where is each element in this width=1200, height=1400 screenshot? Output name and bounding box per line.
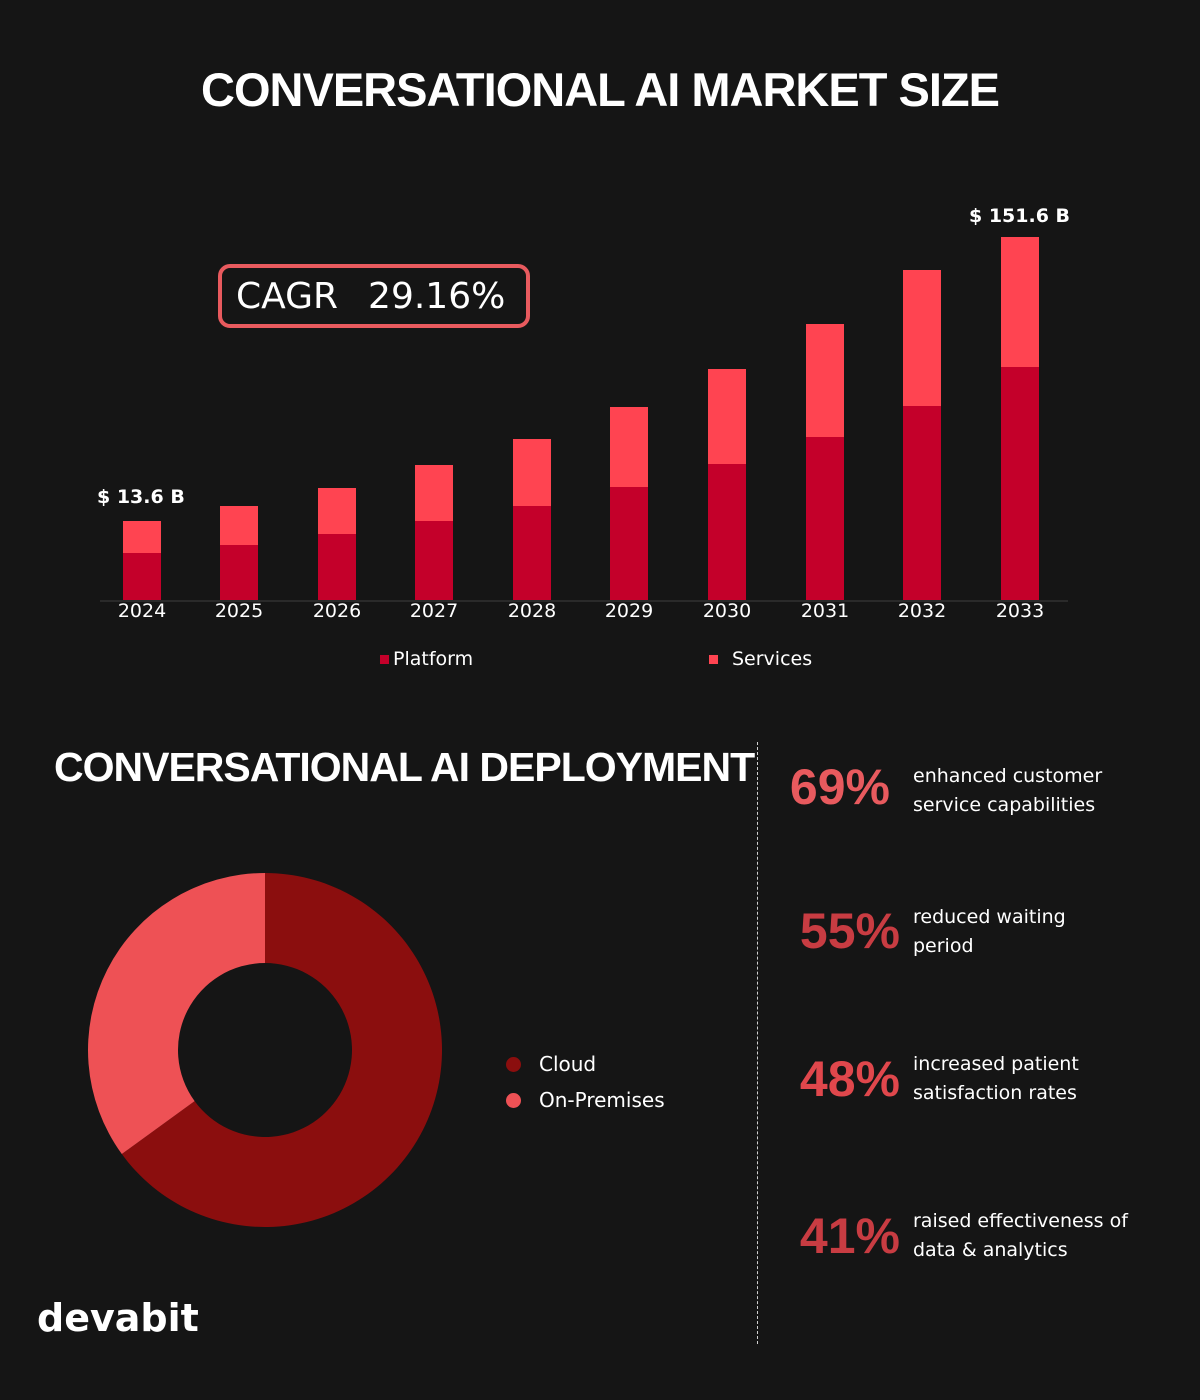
stat-line: reduced waiting xyxy=(913,906,1066,928)
services-segment xyxy=(318,488,356,534)
legend-cloud: Cloud xyxy=(506,1052,596,1076)
x-tick-label: 2029 xyxy=(604,600,654,622)
stat-value: 55% xyxy=(799,903,900,959)
legend-platform: Platform xyxy=(380,648,473,670)
market-size-title: CONVERSATIONAL AI MARKET SIZE xyxy=(201,63,1000,116)
x-tick-label: 2027 xyxy=(409,600,459,622)
services-segment xyxy=(220,506,258,545)
services-segment xyxy=(708,369,746,464)
section-divider xyxy=(757,742,758,1344)
x-tick-label: 2033 xyxy=(995,600,1045,622)
stat-line: increased patient xyxy=(913,1053,1079,1075)
legend-platform-label: Platform xyxy=(393,648,474,670)
platform-segment xyxy=(610,487,648,600)
legend-cloud-label: Cloud xyxy=(539,1052,597,1076)
x-tick-label: 2032 xyxy=(897,600,947,622)
cagr-badge: CAGR 29.16% xyxy=(218,264,530,328)
platform-segment xyxy=(220,545,258,600)
donut-slice-on-premises xyxy=(88,873,265,1155)
services-segment xyxy=(806,324,844,437)
cagr-label: CAGR xyxy=(236,275,339,317)
bar-2032 xyxy=(903,270,941,600)
stat-description: raised effectiveness of data & analytics xyxy=(913,1207,1173,1265)
bar-2026 xyxy=(318,488,356,600)
platform-segment xyxy=(513,506,551,600)
x-tick-label: 2026 xyxy=(312,600,362,622)
x-tick-label: 2024 xyxy=(117,600,167,622)
bar-2027 xyxy=(415,465,453,600)
stat-line: enhanced customer xyxy=(913,765,1103,787)
stat-value: 41% xyxy=(799,1208,900,1264)
donut-slice-cloud xyxy=(121,873,442,1227)
platform-segment xyxy=(1001,367,1039,600)
stat-line: raised effectiveness of xyxy=(913,1210,1128,1232)
x-tick-label: 2031 xyxy=(800,600,850,622)
bar-2028 xyxy=(513,439,551,600)
services-segment xyxy=(123,521,161,553)
platform-segment xyxy=(318,534,356,600)
cagr-value: 29.16% xyxy=(368,275,506,317)
start-value-label: $ 13.6 B xyxy=(97,486,185,508)
bar-2030 xyxy=(708,369,746,600)
bar-2025 xyxy=(220,506,258,600)
x-tick-label: 2028 xyxy=(507,600,557,622)
stat-description: reduced waiting period xyxy=(913,903,1173,961)
legend-services-label: Services xyxy=(732,648,813,670)
x-tick-label: 2025 xyxy=(214,600,264,622)
cloud-dot-icon xyxy=(506,1056,521,1072)
bar-2024 xyxy=(123,521,161,600)
bar-2033 xyxy=(1001,237,1039,600)
market-size-bar-chart: 2024 2025 2026 2027 2028 2029 2030 2031 2032 2033 xyxy=(100,237,1068,622)
on-premises-dot-icon xyxy=(506,1092,521,1108)
stat-line: satisfaction rates xyxy=(913,1082,1077,1104)
legend-services: Services xyxy=(709,648,812,670)
stat-description: enhanced customer service capabilities xyxy=(913,762,1173,820)
platform-segment xyxy=(708,464,746,600)
legend-on-premises: On-Premises xyxy=(506,1088,665,1112)
platform-segment xyxy=(806,437,844,600)
services-segment xyxy=(415,465,453,521)
end-value-label: $ 151.6 B xyxy=(969,205,1071,227)
services-segment xyxy=(903,270,941,406)
services-segment xyxy=(513,439,551,506)
platform-segment xyxy=(123,553,161,600)
stat-description: increased patient satisfaction rates xyxy=(913,1050,1173,1108)
platform-segment xyxy=(903,406,941,600)
bar-2031 xyxy=(806,324,844,600)
stat-line: service capabilities xyxy=(913,794,1096,816)
stat-line: data & analytics xyxy=(913,1239,1068,1261)
bar-2029 xyxy=(610,407,648,600)
services-segment xyxy=(610,407,648,487)
services-swatch-icon xyxy=(709,654,718,664)
services-segment xyxy=(1001,237,1039,367)
deployment-donut-chart xyxy=(88,873,442,1227)
stat-line: period xyxy=(913,935,974,957)
platform-segment xyxy=(415,521,453,600)
stat-value: 69% xyxy=(789,759,890,815)
x-tick-label: 2030 xyxy=(702,600,752,622)
deployment-title: CONVERSATIONAL AI DEPLOYMENT xyxy=(54,744,755,790)
platform-swatch-icon xyxy=(380,654,389,664)
x-axis-line xyxy=(100,600,1068,602)
stat-value: 48% xyxy=(799,1051,900,1107)
brand-logo: devabit xyxy=(37,1296,199,1340)
legend-on-premises-label: On-Premises xyxy=(539,1088,665,1112)
